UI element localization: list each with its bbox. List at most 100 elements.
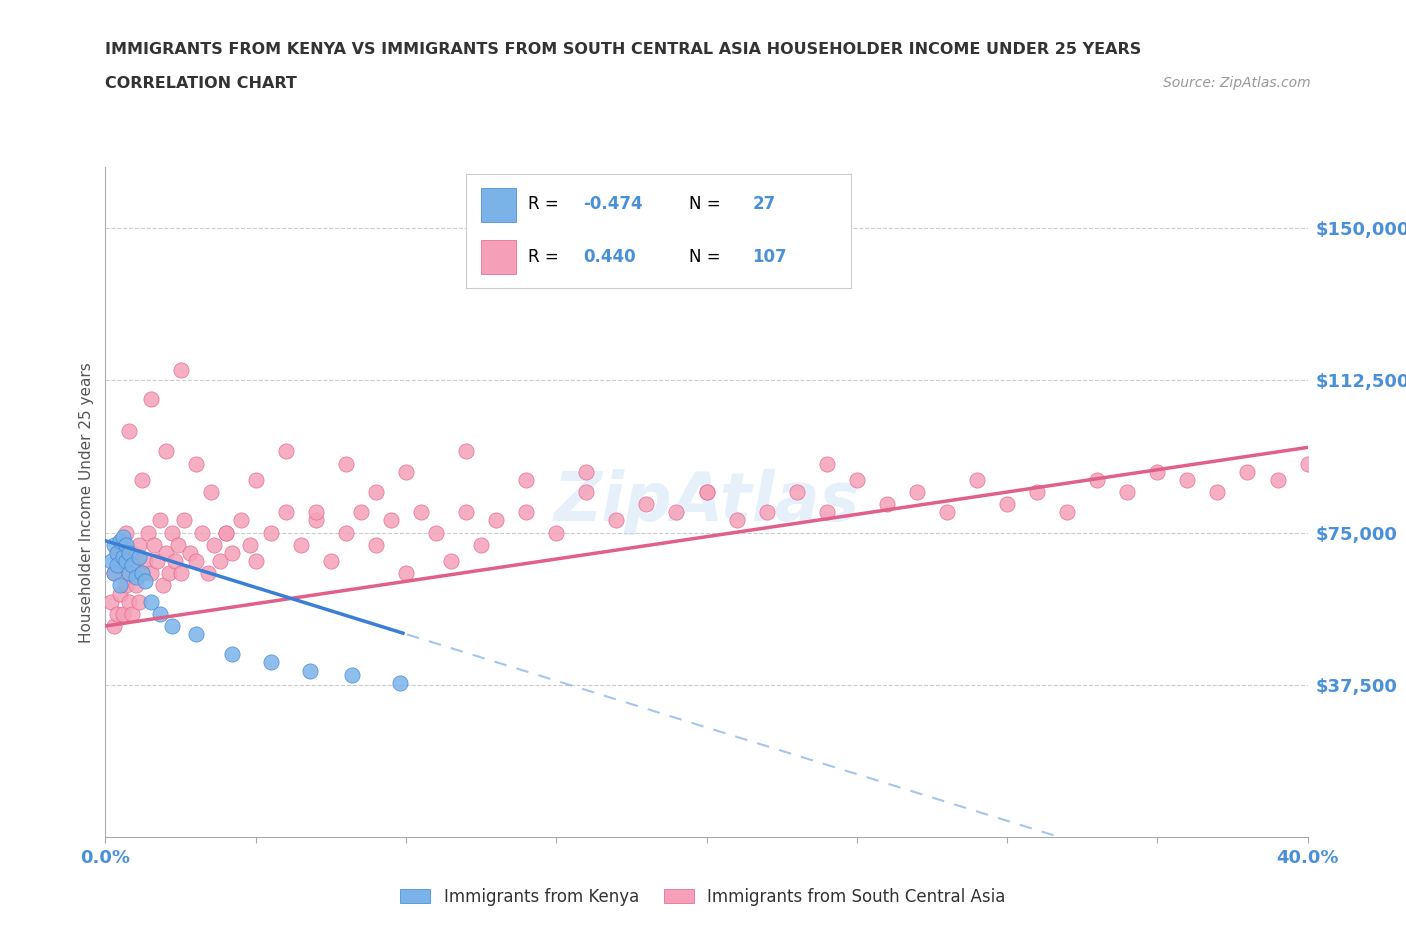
Point (184, 457, 207, 472)
Point (214, 525, 236, 540)
Point (131, 472, 153, 487)
Point (115, 525, 138, 540)
Point (124, 570, 146, 585)
Point (786, 485, 808, 499)
Point (454, 505, 477, 520)
Point (364, 485, 387, 499)
Point (1116, 485, 1139, 499)
Point (139, 594, 162, 609)
Point (118, 565, 141, 580)
Point (305, 505, 328, 520)
Point (409, 505, 432, 520)
Point (112, 606, 135, 621)
Point (118, 546, 141, 561)
Point (229, 513, 252, 528)
Point (335, 457, 357, 472)
Point (245, 553, 267, 568)
Point (148, 513, 170, 528)
Point (966, 472, 988, 487)
Point (121, 606, 143, 621)
Point (124, 553, 146, 568)
Point (221, 647, 243, 662)
Point (121, 558, 143, 573)
Point (100, 594, 122, 609)
Point (454, 444, 477, 458)
Point (696, 485, 718, 499)
Point (112, 529, 135, 544)
Point (221, 546, 243, 561)
Point (470, 538, 492, 552)
Point (139, 565, 162, 580)
Point (184, 627, 207, 642)
Text: IMMIGRANTS FROM KENYA VS IMMIGRANTS FROM SOUTH CENTRAL ASIA HOUSEHOLDER INCOME U: IMMIGRANTS FROM KENYA VS IMMIGRANTS FROM… (105, 42, 1142, 57)
Point (936, 505, 959, 520)
Point (131, 565, 153, 580)
Y-axis label: Householder Income Under 25 years: Householder Income Under 25 years (79, 362, 94, 643)
Point (139, 392, 162, 406)
Point (335, 525, 357, 540)
Point (1206, 485, 1229, 499)
Point (319, 553, 342, 568)
Point (107, 546, 129, 561)
Point (440, 553, 463, 568)
Point (145, 553, 167, 568)
Legend: Immigrants from Kenya, Immigrants from South Central Asia: Immigrants from Kenya, Immigrants from S… (394, 881, 1012, 912)
Point (103, 618, 125, 633)
Point (115, 538, 138, 552)
Point (103, 538, 125, 552)
Point (515, 472, 537, 487)
Point (274, 444, 297, 458)
Point (110, 586, 132, 601)
Point (179, 546, 201, 561)
Point (636, 497, 658, 512)
Point (515, 505, 537, 520)
Point (395, 565, 418, 580)
Point (134, 553, 156, 568)
Point (1175, 472, 1198, 487)
Point (115, 553, 138, 568)
Point (1085, 472, 1108, 487)
Text: 0.0%: 0.0% (80, 849, 131, 867)
Point (107, 606, 129, 621)
Point (118, 594, 141, 609)
Point (110, 578, 132, 592)
Point (115, 578, 138, 592)
Point (260, 525, 283, 540)
Text: 40.0%: 40.0% (1277, 849, 1339, 867)
Point (696, 485, 718, 499)
Point (128, 594, 150, 609)
Point (274, 505, 297, 520)
Point (155, 444, 177, 458)
Point (166, 538, 188, 552)
Point (1267, 472, 1289, 487)
Point (184, 553, 207, 568)
Text: CORRELATION CHART: CORRELATION CHART (105, 76, 297, 91)
Point (107, 558, 129, 573)
Point (605, 513, 627, 528)
Point (202, 538, 225, 552)
Point (1296, 457, 1319, 472)
Point (239, 538, 262, 552)
Point (110, 533, 132, 548)
Point (755, 505, 778, 520)
Point (160, 525, 183, 540)
Point (107, 546, 129, 561)
Point (815, 457, 838, 472)
Point (725, 513, 748, 528)
Point (157, 565, 180, 580)
Point (103, 565, 125, 580)
Point (995, 497, 1018, 512)
Point (200, 485, 222, 499)
Point (173, 513, 195, 528)
Point (260, 655, 283, 670)
Point (245, 472, 267, 487)
Point (1236, 464, 1258, 479)
Point (350, 505, 373, 520)
Point (214, 525, 236, 540)
Point (142, 538, 165, 552)
Point (121, 546, 143, 561)
Point (163, 553, 186, 568)
Point (100, 553, 122, 568)
Point (1146, 464, 1168, 479)
Point (1026, 485, 1049, 499)
